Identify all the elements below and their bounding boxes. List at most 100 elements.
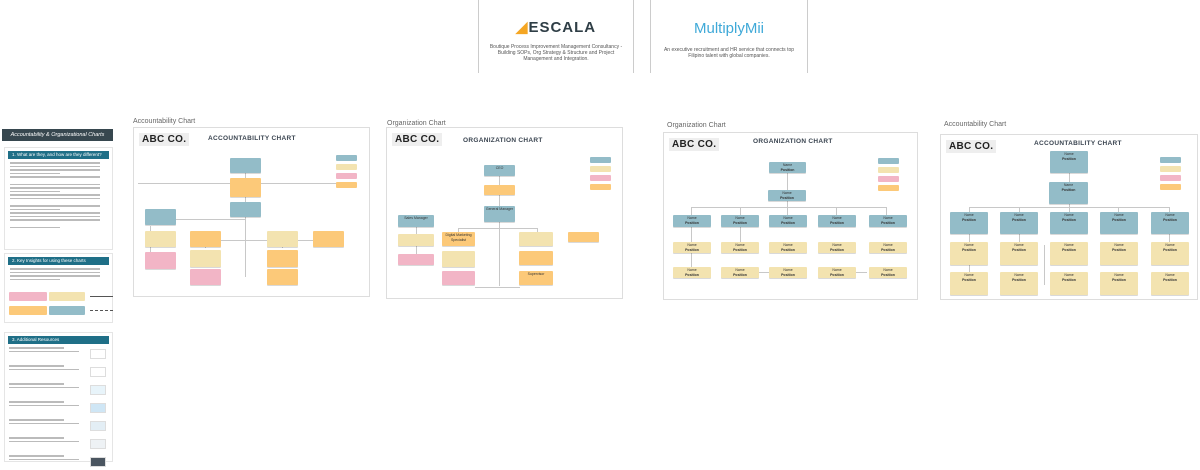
org-box[interactable] <box>442 271 475 285</box>
text-line <box>10 194 100 196</box>
org-box[interactable]: Name Position <box>950 272 988 295</box>
org-box[interactable]: Name Position <box>1049 182 1088 204</box>
org-box[interactable]: Name Position <box>1050 212 1088 234</box>
org-box[interactable] <box>230 202 261 217</box>
org-box[interactable] <box>519 232 553 246</box>
org-box[interactable]: Name Position <box>721 215 759 227</box>
org-box[interactable]: Name Position <box>721 242 759 253</box>
box-name: Name <box>964 213 974 217</box>
org-box[interactable] <box>190 269 221 285</box>
org-box[interactable]: General Manager <box>484 206 515 222</box>
resource-item[interactable] <box>9 401 108 416</box>
box-position: Position <box>1112 218 1126 222</box>
box-label: Supervisor <box>527 272 545 276</box>
org-box[interactable]: Name Position <box>1151 212 1189 234</box>
org-box[interactable]: Name Position <box>1050 151 1088 173</box>
org-box[interactable]: Name Position <box>1151 272 1189 295</box>
org-box[interactable] <box>568 232 599 242</box>
resource-item[interactable] <box>9 455 108 470</box>
org-box[interactable] <box>313 231 344 247</box>
org-box[interactable]: Name Position <box>1100 212 1138 234</box>
box-name: Name <box>964 273 974 277</box>
org-box[interactable] <box>230 158 261 173</box>
resource-item[interactable] <box>9 383 108 398</box>
escala-mark-icon: ◢ <box>515 19 529 36</box>
box-label: Digital Marketing Specialist <box>445 233 472 242</box>
resource-item[interactable] <box>9 365 108 380</box>
org-box[interactable] <box>398 254 434 265</box>
resource-item[interactable] <box>9 437 108 452</box>
org-box[interactable]: Name Position <box>1100 272 1138 295</box>
box-name: Name <box>1014 243 1024 247</box>
org-box[interactable] <box>190 231 221 247</box>
org-box[interactable]: Name Position <box>818 267 856 278</box>
legend-chip-orange <box>9 306 47 315</box>
org-box[interactable]: Digital Marketing Specialist <box>442 232 475 246</box>
org-box[interactable] <box>190 250 221 267</box>
org-box[interactable] <box>267 231 298 247</box>
org-box[interactable] <box>267 250 298 267</box>
org-box[interactable]: CEO <box>484 165 515 176</box>
org-box[interactable] <box>145 252 176 269</box>
org-box[interactable] <box>145 209 176 225</box>
org-box[interactable]: Name Position <box>1050 272 1088 295</box>
box-label: General Manager <box>485 207 514 211</box>
org-box[interactable]: Name Position <box>818 242 856 253</box>
org-box[interactable]: Name Position <box>769 267 807 278</box>
connector-line <box>458 228 459 233</box>
org-box[interactable] <box>484 185 515 195</box>
box-position: Position <box>1012 278 1026 282</box>
org-box[interactable] <box>230 178 261 197</box>
org-box[interactable]: Name Position <box>768 190 806 201</box>
org-box[interactable]: Sales Manager <box>398 215 434 227</box>
org-box[interactable]: Name Position <box>869 242 907 253</box>
org-box[interactable]: Name Position <box>673 215 711 227</box>
org-box[interactable] <box>442 251 475 267</box>
org-box[interactable] <box>267 269 298 285</box>
org-box[interactable]: Name Position <box>1000 272 1038 295</box>
connector-line <box>245 217 246 277</box>
org-box[interactable] <box>398 234 434 246</box>
org-box[interactable]: Name Position <box>673 242 711 253</box>
dashed-line-sample <box>90 310 113 311</box>
text-line <box>10 169 100 171</box>
connector-line <box>691 207 692 215</box>
org-box[interactable]: Name Position <box>1151 242 1189 265</box>
org-box[interactable]: Name Position <box>769 242 807 253</box>
org-box[interactable]: Name Position <box>1000 212 1038 234</box>
legend-item-pink <box>878 176 899 182</box>
chart-frame-label: Organization Chart <box>667 122 726 129</box>
org-box[interactable]: Name Position <box>950 242 988 265</box>
org-box[interactable]: Name Position <box>1000 242 1038 265</box>
org-box[interactable] <box>519 251 553 265</box>
org-box[interactable]: Supervisor <box>519 271 553 285</box>
box-position: Position <box>962 248 976 252</box>
org-box[interactable]: Name Position <box>673 267 711 278</box>
box-position: Position <box>733 221 747 225</box>
org-box[interactable]: Name Position <box>721 267 759 278</box>
section-heading: 3. Additional Resources <box>8 336 109 344</box>
org-box[interactable] <box>145 231 176 247</box>
box-position: Position <box>1163 218 1177 222</box>
resource-thumbnail <box>90 367 106 377</box>
resource-item[interactable] <box>9 419 108 434</box>
box-position: Position <box>1062 278 1076 282</box>
box-name: Name <box>883 216 893 220</box>
legend-item-blue <box>336 155 357 161</box>
chart-frame-label: Accountability Chart <box>133 118 196 125</box>
org-box[interactable]: Name Position <box>869 267 907 278</box>
resource-item[interactable] <box>9 347 108 362</box>
section-body <box>5 162 112 228</box>
section-insights: 2. Key Insights for using these charts <box>4 253 113 323</box>
legend-chip-pink <box>9 292 47 301</box>
org-box[interactable]: Name Position <box>1100 242 1138 265</box>
box-name: Name <box>735 243 745 247</box>
org-box[interactable]: Name Position <box>769 162 806 173</box>
text-line <box>10 162 100 164</box>
org-box[interactable]: Name Position <box>869 215 907 227</box>
org-box[interactable]: Name Position <box>950 212 988 234</box>
org-box[interactable]: Name Position <box>769 215 807 227</box>
org-box[interactable]: Name Position <box>818 215 856 227</box>
org-box[interactable]: Name Position <box>1050 242 1088 265</box>
legend-item-yellow <box>878 167 899 173</box>
